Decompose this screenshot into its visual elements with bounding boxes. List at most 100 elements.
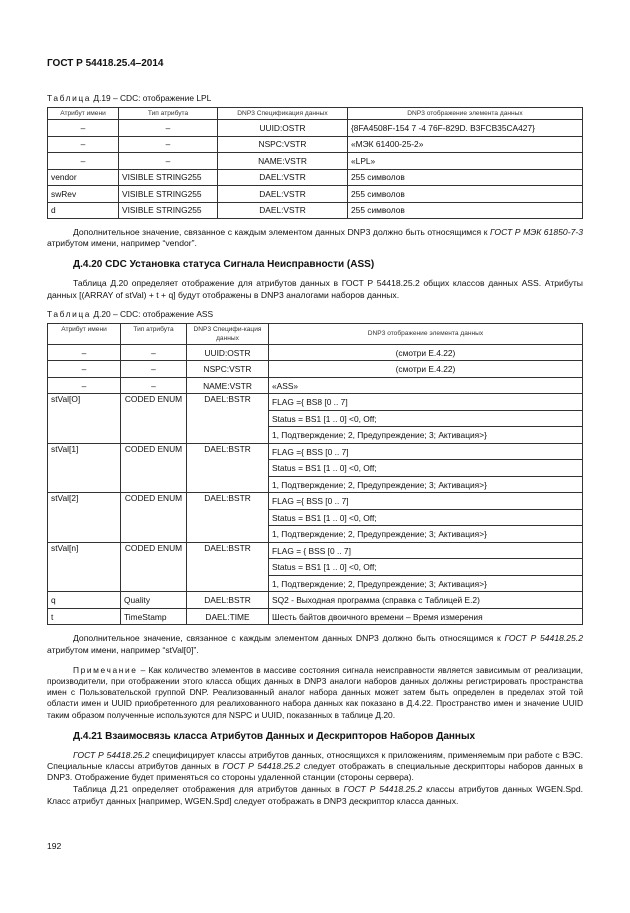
- table-cell: Status = BS1 [1 .. 0] <0, Off;: [268, 459, 583, 477]
- table-cell: –: [47, 376, 121, 395]
- table-cell: 1, Подтверждение; 2, Предупреждение; 3; …: [268, 475, 583, 494]
- table-cell: NSPC:VSTR: [186, 360, 269, 378]
- table-cell: 1, Подтверждение; 2, Предупреждение; 3; …: [268, 525, 583, 543]
- table-cell: DAEL:BSTR: [186, 591, 269, 609]
- table19: Атрибут имени Тип атрибута DNP3 Спецификац…: [47, 107, 583, 219]
- table-cell: «ASS»: [268, 376, 583, 395]
- table-cell: DAEL:BSTR: [186, 541, 269, 593]
- table-cell: «МЭК 61400-25-2»: [347, 135, 583, 153]
- table-cell: –: [120, 360, 187, 378]
- table-row: d VISIBLE STRING255 DAEL:VSTR 255 символов: [47, 201, 583, 219]
- table-cell: –: [120, 376, 187, 395]
- table-cell: –: [47, 119, 119, 137]
- table-cell: TimeStamp: [120, 607, 187, 626]
- table-cell: –: [118, 119, 218, 137]
- text: Дополнительное значение, связанное с каж…: [73, 227, 491, 237]
- header-row: Атрибут имени Тип атрибута DNP3 Спецификац…: [47, 107, 583, 120]
- paragraph-1: Дополнительное значение, связанное с каж…: [47, 227, 583, 249]
- table-cell: 255 символов: [347, 185, 583, 203]
- table-cell: FLAG = { BSS [0 .. 7]: [268, 541, 583, 560]
- section-d421-p2: Таблица Д.21 определяет отображения для …: [47, 784, 583, 806]
- table-cell: –: [120, 343, 187, 362]
- table-cell: NAME:VSTR: [186, 376, 269, 395]
- column-header: DNP3 Спецификация данных: [217, 107, 348, 120]
- note-text: – Как количество элементов в массиве сос…: [47, 664, 583, 720]
- table-cell: NAME:VSTR: [217, 152, 348, 170]
- text: специфицирует классы атрибутов данных, о…: [47, 749, 583, 771]
- column-header: Атрибут имени: [47, 107, 119, 120]
- table-row: swRev VISIBLE STRING255 DAEL:VSTR 255 симво…: [47, 185, 583, 203]
- table-cell: FLAG ={ BSS [0 .. 7]: [268, 442, 583, 461]
- table-cell: stVal[O]: [47, 393, 121, 444]
- table-cell: (смотри Е.4.22): [268, 343, 583, 362]
- standard-ref: ГОСТ Р 54418.25.2: [504, 633, 584, 644]
- column-header: Тип атрибута: [120, 322, 187, 345]
- table-cell: DAEL:VSTR: [217, 168, 348, 186]
- table-cell: 255 символов: [347, 168, 583, 186]
- table-cell: Шесть байтов двоичного времени – Время и…: [268, 607, 583, 626]
- table-cell: –: [118, 152, 218, 170]
- table-row: vendor VISIBLE STRING255 DAEL:VSTR 255 симв…: [47, 168, 583, 186]
- section-heading-d420: Д.4.20 CDC Установка статуса Сигнала Неи…: [73, 259, 375, 271]
- table-row: t TimeStamp DAEL:TIME Шесть байтов двоичног…: [47, 607, 583, 626]
- table-cell: –: [47, 360, 121, 378]
- table-cell: SQ2 - Выходная программа (справка с Табл…: [268, 591, 583, 609]
- text: Таблица Д.21 определяет отображения для …: [73, 784, 344, 795]
- note-label: Примечание: [73, 664, 138, 675]
- text: классы атрибутов данных WGEN.Spd. Класс …: [47, 784, 584, 806]
- section-d421-p1: ГОСТ Р 54418.25.2 специфицирует классы а…: [47, 750, 583, 784]
- table-cell: swRev: [47, 185, 119, 203]
- table-row: stVal[O] CODED ENUM DAEL:BSTR FLAG ={ BS8 […: [47, 393, 583, 444]
- standard-ref: ГОСТ Р 54418.25.2: [343, 784, 423, 795]
- table-cell: CODED ENUM: [120, 492, 187, 543]
- table-cell: stVal[2]: [47, 492, 121, 543]
- text: атрибутом имени, например “stVal[0]”.: [47, 644, 199, 655]
- table20: Атрибут имени Тип атрибута DNP3 Специфи-ка…: [47, 322, 583, 626]
- table-cell: VISIBLE STRING255: [118, 201, 218, 219]
- table-cell: DAEL:BSTR: [186, 492, 269, 543]
- table19-caption: Таблица Д.19 – CDC: отображение LPL: [47, 93, 583, 104]
- table-cell: (смотри Е.4.22): [268, 360, 583, 378]
- table-cell: UUID:OSTR: [217, 119, 348, 137]
- table-cell: vendor: [47, 168, 119, 186]
- table-cell: Quality: [120, 591, 187, 609]
- text: Дополнительное значение, связанное с каж…: [73, 633, 505, 644]
- page-number: 192: [47, 840, 62, 851]
- table-cell: CODED ENUM: [120, 393, 187, 444]
- table-cell: {8FA4508F-154 7 -4 76F-829D. B3FCB35CA42…: [347, 119, 583, 137]
- standard-ref: ГОСТ Р 54418.25.2: [222, 760, 301, 771]
- note: Примечание – Как количество элементов в …: [47, 665, 583, 721]
- caption-prefix: Таблица: [47, 308, 92, 319]
- table-cell: CODED ENUM: [120, 541, 187, 593]
- table-row: – – UUID:OSTR (смотри Е.4.22): [47, 343, 583, 362]
- text: атрибутом имени, например “vendor”.: [47, 238, 197, 249]
- table-cell: VISIBLE STRING255: [118, 185, 218, 203]
- table-cell: FLAG ={ BS8 [0 .. 7]: [268, 393, 583, 411]
- table-cell: –: [47, 152, 119, 170]
- table-cell: DAEL:BSTR: [186, 442, 269, 494]
- table-cell: d: [47, 201, 119, 219]
- section-d420-text: Таблица Д.20 определяет отображение для …: [47, 278, 583, 300]
- table-cell: Status = BS1 [1 .. 0] <0, Off;: [268, 508, 583, 527]
- table-row: – – NSPC:VSTR «МЭК 61400-25-2»: [47, 135, 583, 153]
- table-cell: NSPC:VSTR: [217, 135, 348, 153]
- text: следует отображать в специальные дескрип…: [47, 760, 583, 783]
- table-row: – – NAME:VSTR «ASS»: [47, 376, 583, 395]
- table-cell: 1, Подтверждение; 2, Предупреждение; 3; …: [268, 426, 583, 444]
- table-cell: Status = BS1 [1 .. 0] <0, Off;: [268, 409, 583, 428]
- table-cell: DAEL:VSTR: [217, 201, 348, 219]
- table-cell: –: [47, 135, 119, 153]
- table-cell: 255 символов: [347, 201, 583, 219]
- caption-text: Д.19 – CDC: отображение LPL: [91, 93, 212, 103]
- table-cell: –: [118, 135, 218, 153]
- column-header: Атрибут имени: [47, 322, 121, 345]
- table-cell: t: [47, 607, 121, 626]
- table-cell: VISIBLE STRING255: [118, 168, 218, 186]
- paragraph-2: Дополнительное значение, связанное с каж…: [47, 633, 583, 655]
- table-row: – – UUID:OSTR {8FA4508F-154 7 -4 76F-829D. …: [47, 119, 583, 137]
- caption-prefix: Таблица: [47, 93, 92, 103]
- table-cell: 1, Подтверждение; 2, Предупреждение; 3; …: [268, 574, 583, 593]
- standard-ref: ГОСТ Р МЭК 61850-7-3: [490, 227, 583, 237]
- table-cell: FLAG ={ BSS [0 .. 7]: [268, 492, 583, 510]
